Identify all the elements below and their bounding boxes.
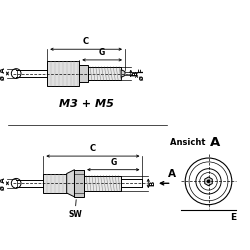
Bar <box>88 67 121 80</box>
Text: E: E <box>230 214 236 222</box>
Bar <box>43 174 67 193</box>
Text: C: C <box>90 144 96 153</box>
Text: B: B <box>132 71 138 76</box>
Text: ø A: ø A <box>0 67 6 80</box>
Bar <box>74 170 84 197</box>
Text: C: C <box>83 37 89 46</box>
Bar <box>79 65 88 82</box>
Bar <box>84 176 121 191</box>
Text: SW: SW <box>68 210 82 218</box>
Bar <box>47 61 79 86</box>
Text: A: A <box>210 136 220 149</box>
Polygon shape <box>205 177 212 186</box>
Text: A: A <box>168 170 175 179</box>
Polygon shape <box>121 70 125 78</box>
Text: B: B <box>150 181 156 186</box>
Text: G: G <box>99 48 105 58</box>
Circle shape <box>207 180 210 182</box>
Text: ø F: ø F <box>138 68 144 80</box>
Text: G: G <box>110 158 116 167</box>
Text: ø A: ø A <box>0 177 6 190</box>
Text: Ansicht: Ansicht <box>170 138 208 147</box>
Text: M3 + M5: M3 + M5 <box>59 99 114 109</box>
Polygon shape <box>67 170 74 197</box>
